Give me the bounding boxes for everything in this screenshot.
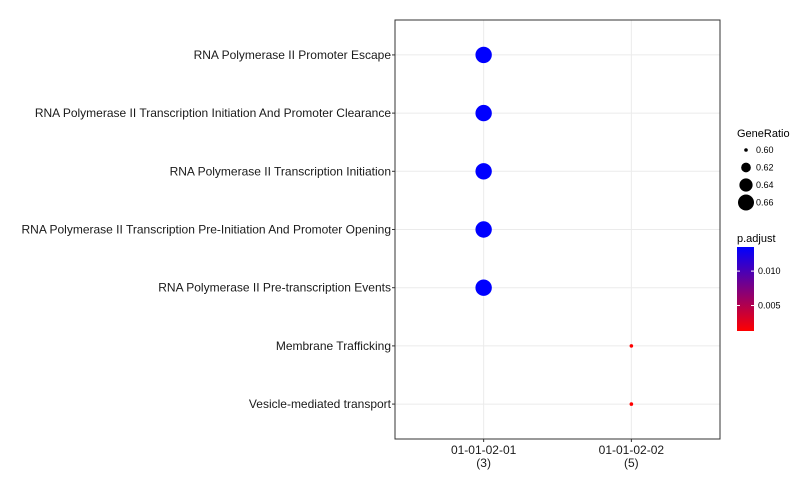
data-point [475, 221, 492, 238]
color-legend-bar [737, 247, 754, 331]
grid-lines [395, 20, 720, 439]
y-tick-label: RNA Polymerase II Transcription Initiati… [170, 164, 391, 178]
y-tick-label: RNA Polymerase II Transcription Initiati… [35, 106, 391, 120]
size-legend-label: 0.60 [756, 145, 774, 155]
size-legend-title: GeneRatio [737, 128, 790, 140]
size-legend-dot [744, 148, 748, 152]
data-point [629, 344, 634, 348]
size-legend-label: 0.62 [756, 163, 774, 173]
y-tick-label: RNA Polymerase II Transcription Pre-Init… [21, 223, 391, 237]
data-point [475, 279, 492, 296]
size-legend-label: 0.64 [756, 180, 774, 190]
x-tick-count: (3) [476, 456, 491, 470]
size-legend-dot [741, 162, 751, 173]
y-tick-label: RNA Polymerase II Pre-transcription Even… [158, 281, 391, 295]
x-tick-label: 01-01-02-01 [451, 443, 517, 457]
data-point [629, 402, 634, 406]
axes: RNA Polymerase II Promoter Escape RNA Pol… [21, 48, 664, 470]
color-legend-label: 0.010 [758, 266, 781, 276]
data-point [475, 163, 492, 180]
color-legend-label: 0.005 [758, 301, 781, 311]
x-tick-count: (5) [624, 456, 639, 470]
size-legend-dot [738, 194, 754, 211]
color-legend-title: p.adjust [737, 233, 776, 245]
y-tick-label: Membrane Trafficking [276, 339, 391, 353]
data-point [475, 46, 492, 64]
size-legend-label: 0.66 [756, 198, 774, 208]
y-tick-label: Vesicle-mediated transport [249, 397, 392, 411]
y-tick-label: RNA Polymerase II Promoter Escape [194, 48, 392, 62]
size-legend-dot [739, 178, 753, 192]
x-tick-label: 01-01-02-02 [599, 443, 665, 457]
data-point [475, 104, 492, 122]
data-points [475, 46, 634, 406]
legend: GeneRatio 0.60 0.62 0.64 0.66 p.adjust 0.005 0.… [737, 128, 790, 331]
